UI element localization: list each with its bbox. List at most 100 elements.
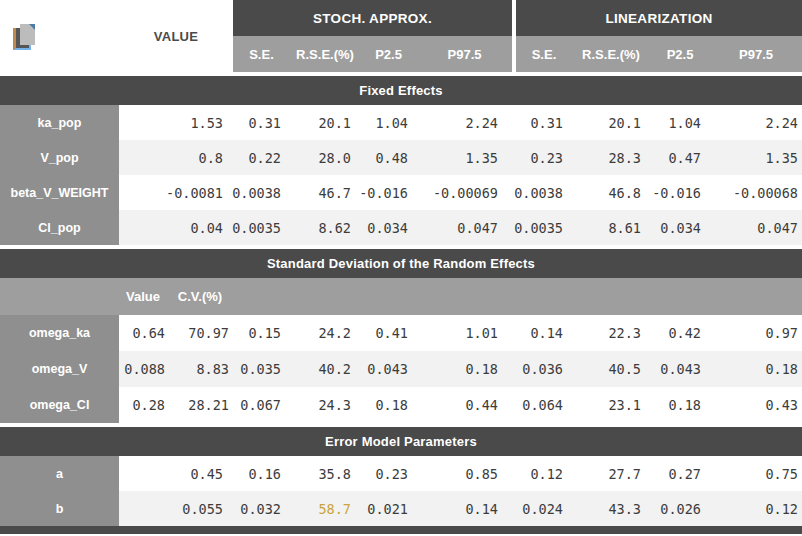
- cell-sa-p25: 0.034: [360, 210, 417, 245]
- subcolumn-header-value: Value: [119, 278, 167, 315]
- cell-lin-p975: 0.12: [710, 491, 802, 526]
- cell-lin-p975: 1.35: [710, 140, 802, 175]
- section-header-error-model-parameters: Error Model Parameters: [0, 427, 802, 456]
- cell-value: 0.8: [119, 140, 233, 175]
- cell-lin-p975: 0.18: [710, 351, 802, 387]
- cell-sa-p25: 0.41: [360, 315, 417, 351]
- cell-sa-se: 0.15: [233, 315, 290, 351]
- cell-sa-p25: 0.23: [360, 456, 417, 491]
- row-label: omega_V: [0, 351, 119, 387]
- row-label: V_pop: [0, 140, 119, 175]
- col-header-sa-p975: P97.5: [417, 36, 512, 72]
- row-label: omega_ka: [0, 315, 119, 351]
- cell-value: 0.28: [119, 387, 167, 423]
- cell-value: 0.45: [119, 456, 233, 491]
- cell-cv: 70.97: [167, 315, 233, 351]
- cell-sa-p25: 1.04: [360, 105, 417, 140]
- cell-sa-p975: 0.047: [417, 210, 512, 245]
- cell-lin-se: 0.14: [516, 315, 572, 351]
- header-left-cell: VALUE: [0, 0, 233, 72]
- col-header-lin-se: S.E.: [516, 36, 572, 72]
- cell-lin-p975: 0.75: [710, 456, 802, 491]
- cell-lin-se: 0.024: [516, 491, 572, 526]
- cell-sa-rse: 8.62: [290, 210, 360, 245]
- results-table-body: Fixed Effectska_pop1.530.3120.11.042.240…: [0, 72, 802, 526]
- bottom-bar: [0, 526, 802, 534]
- cell-sa-p975: 2.24: [417, 105, 512, 140]
- table-row-omega-cl: omega_Cl0.2828.210.06724.30.180.440.0642…: [0, 387, 802, 423]
- row-label: beta_V_WEIGHT: [0, 175, 119, 210]
- cell-value: 1.53: [119, 105, 233, 140]
- cell-lin-p975: -0.00068: [710, 175, 802, 210]
- row-label: a: [0, 456, 119, 491]
- group-header-linearization: LINEARIZATION: [516, 0, 802, 36]
- col-header-lin-p975: P97.5: [710, 36, 802, 72]
- cell-sa-rse: 28.0: [290, 140, 360, 175]
- cell-sa-p25: 0.48: [360, 140, 417, 175]
- table-row-b: b0.0550.03258.70.0210.140.02443.30.0260.…: [0, 491, 802, 526]
- cell-lin-p25: 0.043: [650, 351, 710, 387]
- cell-sa-p25: 0.043: [360, 351, 417, 387]
- col-header-sa-p25: P2.5: [360, 36, 417, 72]
- cell-lin-se: 0.12: [516, 456, 572, 491]
- random-effects-subheader: ValueC.V.(%): [0, 278, 802, 315]
- col-header-sa-rse: R.S.E.(%): [290, 36, 360, 72]
- value-column-header: VALUE: [119, 0, 233, 72]
- cell-lin-p25: 1.04: [650, 105, 710, 140]
- cell-sa-se: 0.0038: [233, 175, 290, 210]
- cell-sa-p975: 0.85: [417, 456, 512, 491]
- cell-lin-se: 0.0035: [516, 210, 572, 245]
- cell-sa-rse: 24.3: [290, 387, 360, 423]
- cell-lin-rse: 22.3: [572, 315, 650, 351]
- copy-icon-front-sheet: [20, 24, 35, 45]
- row-label: omega_Cl: [0, 387, 119, 423]
- cell-lin-rse: 27.7: [572, 456, 650, 491]
- table-row-v-pop: V_pop0.80.2228.00.481.350.2328.30.471.35: [0, 140, 802, 175]
- cell-lin-p975: 2.24: [710, 105, 802, 140]
- cell-lin-p25: 0.27: [650, 456, 710, 491]
- table-row-omega-ka: omega_ka0.6470.970.1524.20.411.010.1422.…: [0, 315, 802, 351]
- cell-lin-se: 0.23: [516, 140, 572, 175]
- table-row-cl-pop: Cl_pop0.040.00358.620.0340.0470.00358.61…: [0, 210, 802, 245]
- cell-lin-p975: 0.97: [710, 315, 802, 351]
- cell-lin-rse: 23.1: [572, 387, 650, 423]
- cell-lin-p25: 0.034: [650, 210, 710, 245]
- cell-sa-p975: 1.35: [417, 140, 512, 175]
- cell-lin-se: 0.064: [516, 387, 572, 423]
- cell-lin-p975: 0.43: [710, 387, 802, 423]
- cell-sa-rse: 24.2: [290, 315, 360, 351]
- col-header-sa-se: S.E.: [233, 36, 290, 72]
- section-header-standard-deviation-of-the-random-effects: Standard Deviation of the Random Effects: [0, 249, 802, 278]
- cell-value: 0.055: [119, 491, 233, 526]
- cell-sa-rse: 58.7: [290, 491, 360, 526]
- section-header-fixed-effects: Fixed Effects: [0, 76, 802, 105]
- cell-lin-se: 0.31: [516, 105, 572, 140]
- cell-lin-p25: 0.026: [650, 491, 710, 526]
- copy-icon-fold: [29, 24, 35, 30]
- copy-icon[interactable]: [13, 24, 39, 51]
- table-row-a: a0.450.1635.80.230.850.1227.70.270.75: [0, 456, 802, 491]
- cell-lin-rse: 46.8: [572, 175, 650, 210]
- table-row-omega-v: omega_V0.0888.830.03540.20.0430.180.0364…: [0, 351, 802, 387]
- cell-sa-rse: 40.2: [290, 351, 360, 387]
- cell-sa-se: 0.067: [233, 387, 290, 423]
- cell-sa-p25: 0.18: [360, 387, 417, 423]
- cell-lin-p25: -0.016: [650, 175, 710, 210]
- cell-sa-se: 0.0035: [233, 210, 290, 245]
- cell-value: 0.088: [119, 351, 167, 387]
- row-label: b: [0, 491, 119, 526]
- cell-sa-se: 0.032: [233, 491, 290, 526]
- cell-lin-se: 0.036: [516, 351, 572, 387]
- cell-sa-p975: -0.00069: [417, 175, 512, 210]
- cell-sa-rse: 20.1: [290, 105, 360, 140]
- cell-lin-rse: 40.5: [572, 351, 650, 387]
- cell-lin-rse: 28.3: [572, 140, 650, 175]
- cell-value: 0.64: [119, 315, 167, 351]
- cell-lin-p25: 0.18: [650, 387, 710, 423]
- cell-lin-rse: 20.1: [572, 105, 650, 140]
- table-row-beta-v-weight: beta_V_WEIGHT-0.00810.003846.7-0.016-0.0…: [0, 175, 802, 210]
- table-header: VALUE STOCH. APPROX. LINEARIZATION S.E. …: [0, 0, 802, 72]
- cell-sa-se: 0.16: [233, 456, 290, 491]
- cell-sa-p975: 0.14: [417, 491, 512, 526]
- group-header-stoch-approx: STOCH. APPROX.: [233, 0, 512, 36]
